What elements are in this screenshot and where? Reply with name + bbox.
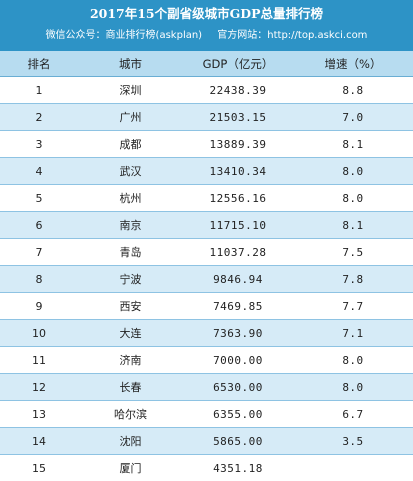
growth-cell: 3.5 [293,428,413,455]
growth-cell: 8.1 [293,212,413,239]
city-cell: 南京 [78,212,183,239]
city-cell: 武汉 [78,158,183,185]
page-title: 2017年15个副省级城市GDP总量排行榜 [0,0,413,26]
gdp-cell: 13410.34 [183,158,293,185]
rank-cell: 14 [0,428,78,455]
growth-cell: 8.0 [293,158,413,185]
rank-cell: 11 [0,347,78,374]
city-cell: 沈阳 [78,428,183,455]
gdp-cell: 21503.15 [183,104,293,131]
growth-cell: 8.0 [293,185,413,212]
gdp-cell: 13889.39 [183,131,293,158]
growth-cell: 7.0 [293,104,413,131]
city-cell: 厦门 [78,455,183,481]
city-cell: 青岛 [78,239,183,266]
growth-cell: 6.7 [293,401,413,428]
table-header-row: 排名 城市 GDP（亿元） 增速（%） [0,51,413,77]
gdp-cell: 7000.00 [183,347,293,374]
gdp-cell: 4351.18 [183,455,293,481]
city-cell: 宁波 [78,266,183,293]
rank-cell: 2 [0,104,78,131]
rank-cell: 7 [0,239,78,266]
header-banner: 2017年15个副省级城市GDP总量排行榜 微信公众号：商业排行榜(askpla… [0,0,413,51]
growth-cell: 8.1 [293,131,413,158]
growth-cell: 7.1 [293,320,413,347]
gdp-cell: 6530.00 [183,374,293,401]
rank-cell: 4 [0,158,78,185]
city-cell: 长春 [78,374,183,401]
rank-cell: 12 [0,374,78,401]
gdp-cell: 22438.39 [183,77,293,104]
rank-cell: 6 [0,212,78,239]
column-header-city: 城市 [78,51,183,77]
rank-cell: 13 [0,401,78,428]
gdp-cell: 11715.10 [183,212,293,239]
growth-cell: 7.7 [293,293,413,320]
rank-cell: 15 [0,455,78,481]
gdp-cell: 12556.16 [183,185,293,212]
gdp-cell: 9846.94 [183,266,293,293]
growth-cell: 8.0 [293,347,413,374]
source-line: 微信公众号：商业排行榜(askplan) 官方网站：http://top.ask… [0,26,413,48]
gdp-cell: 11037.28 [183,239,293,266]
website-link[interactable]: 官方网站：http://top.askci.com [217,30,367,41]
gdp-cell: 6355.00 [183,401,293,428]
column-header-growth: 增速（%） [293,51,413,77]
city-cell: 广州 [78,104,183,131]
growth-cell: 7.8 [293,266,413,293]
rank-cell: 3 [0,131,78,158]
rank-cell: 1 [0,77,78,104]
gdp-cell: 7363.90 [183,320,293,347]
growth-cell [293,455,413,481]
wechat-account: 微信公众号：商业排行榜(askplan) [46,30,203,41]
rank-cell: 8 [0,266,78,293]
city-cell: 哈尔滨 [78,401,183,428]
column-header-gdp: GDP（亿元） [183,51,293,77]
growth-cell: 8.8 [293,77,413,104]
gdp-cell: 5865.00 [183,428,293,455]
column-header-rank: 排名 [0,51,78,77]
city-cell: 杭州 [78,185,183,212]
city-cell: 深圳 [78,77,183,104]
gdp-cell: 7469.85 [183,293,293,320]
rank-cell: 5 [0,185,78,212]
growth-cell: 7.5 [293,239,413,266]
rank-cell: 9 [0,293,78,320]
rank-cell: 10 [0,320,78,347]
growth-cell: 8.0 [293,374,413,401]
city-cell: 成都 [78,131,183,158]
city-cell: 大连 [78,320,183,347]
city-cell: 西安 [78,293,183,320]
city-cell: 济南 [78,347,183,374]
